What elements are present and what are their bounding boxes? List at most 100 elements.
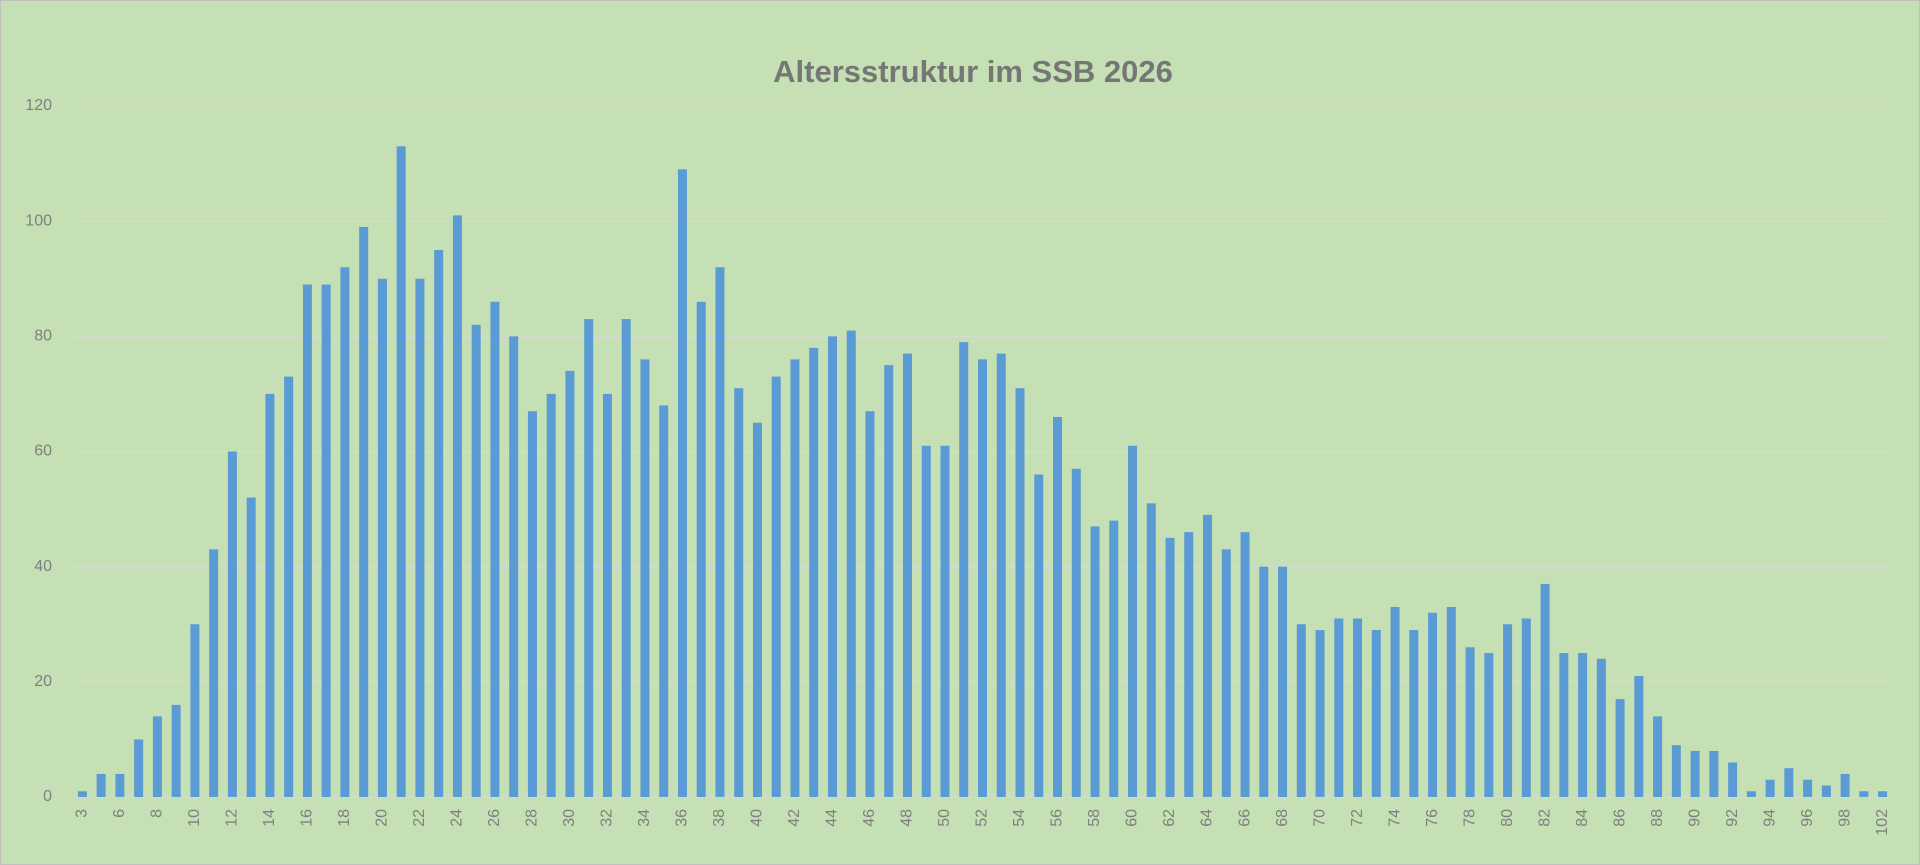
bar [959,342,969,797]
bar [1296,624,1306,797]
x-tick-label: 34 [636,809,653,827]
x-tick-label: 46 [861,809,878,827]
y-tick-label: 80 [34,328,52,345]
x-tick-label: 48 [899,809,916,827]
bar [602,393,612,797]
bar [1821,785,1831,797]
bar [1034,474,1044,797]
bar [1315,630,1325,797]
y-tick-label: 40 [34,558,52,575]
bar [1596,658,1606,797]
x-tick-label: 44 [824,809,841,827]
x-tick-label: 82 [1536,809,1553,827]
x-tick-label: 8 [149,809,166,818]
y-tick-label: 60 [34,443,52,460]
bar [1240,532,1250,797]
y-tick-label: 120 [25,97,52,114]
x-tick-label: 72 [1349,809,1366,827]
bar [659,405,669,797]
x-tick-label: 78 [1461,809,1478,827]
x-tick-label: 42 [786,809,803,827]
x-tick-label: 28 [524,809,541,827]
bar [490,301,500,797]
bar [302,284,312,798]
bar [471,324,481,797]
bar [1634,676,1644,797]
bar [115,773,125,797]
bar [209,549,219,797]
y-tick-label: 100 [25,212,52,229]
bar [1840,773,1850,797]
bar [752,422,762,797]
x-tick-label: 16 [299,809,316,827]
bar [977,359,988,797]
x-tick-label: 62 [1161,809,1178,827]
bar [584,319,594,797]
x-tick-label: 22 [411,809,428,827]
bar [640,359,650,797]
bar [1128,445,1138,797]
bar [77,791,87,797]
bar [434,249,444,798]
x-tick-label: 38 [711,809,728,827]
bar [827,336,837,797]
bar [265,393,275,797]
x-tick-label: 94 [1761,809,1778,827]
bar [1221,549,1231,797]
x-tick-label: 52 [974,809,991,827]
bar [809,347,819,797]
x-tick-label: 84 [1574,809,1591,827]
bar [509,336,519,797]
bar [396,146,406,797]
bar [865,411,875,797]
x-tick-label: 36 [674,809,691,827]
x-tick-label: 76 [1424,809,1441,827]
x-tick-label: 50 [936,809,953,827]
x-tick-label: 18 [336,809,353,827]
y-tick-label: 20 [34,673,52,690]
bar [452,215,462,798]
bar [921,445,931,797]
bar [96,773,106,797]
bar [359,226,369,798]
bar [1540,583,1550,797]
x-tick-label: 32 [599,809,616,827]
bar [415,278,425,797]
x-tick-label: 90 [1686,809,1703,827]
bar [846,330,856,797]
bar [134,739,144,797]
bar [1371,630,1381,797]
bar [1503,624,1513,797]
bar [1690,750,1700,797]
bar [1784,768,1794,797]
bar [1878,791,1888,797]
x-tick-label: 12 [224,809,241,827]
bar [1465,647,1475,797]
bar [1521,618,1531,797]
y-tick-label: 0 [43,788,52,805]
bar [1578,653,1588,797]
bar [1409,630,1419,797]
x-tick-label: 58 [1086,809,1103,827]
bar [1278,566,1288,797]
bar [1746,791,1756,797]
bar [1109,520,1119,797]
bar [227,451,237,797]
bar [1765,779,1775,797]
x-tick-label: 88 [1649,809,1666,827]
chart-title: Altersstruktur im SSB 2026 [773,54,1173,89]
x-tick-label: 86 [1611,809,1628,827]
bar [1203,514,1213,797]
bar [284,376,294,797]
bar [1709,750,1719,797]
bar [1090,526,1100,797]
x-tick-label: 24 [449,809,466,827]
x-tick-label: 20 [374,809,391,827]
bar [527,411,537,797]
bar [1053,416,1063,797]
x-tick-label: 10 [186,809,203,827]
bar [677,169,687,797]
bar [546,393,556,797]
bar [1146,503,1156,797]
